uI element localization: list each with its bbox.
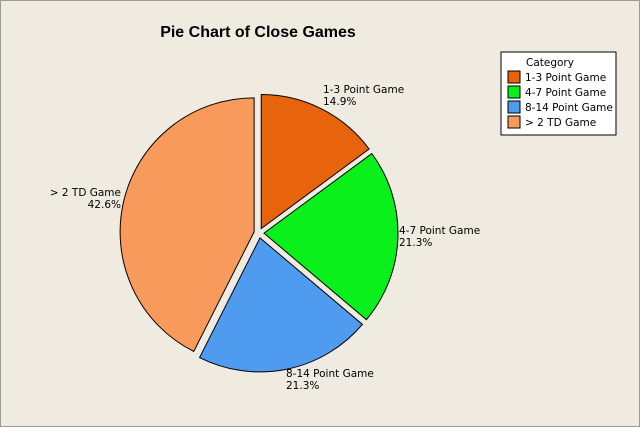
legend-swatch-4: [507, 115, 521, 129]
pie-slice-2: [263, 152, 399, 321]
legend-label-2: 4-7 Point Game: [525, 87, 606, 99]
legend-items: 1-3 Point Game 4-7 Point Game 8-14 Point G…: [507, 70, 613, 129]
legend: Category 1-3 Point Game 4-7 Point Game 8-1…: [500, 51, 617, 136]
legend-label-3: 8-14 Point Game: [525, 102, 613, 114]
legend-swatch-2: [507, 85, 521, 99]
slice-label-4: > 2 TD Game: [50, 187, 121, 199]
pie-slice-1: [260, 94, 370, 230]
slice-percent-4: 42.6%: [88, 199, 121, 211]
pie-slice-4: [119, 97, 255, 353]
legend-label-4: > 2 TD Game: [525, 117, 596, 129]
legend-swatch-1: [507, 70, 521, 84]
legend-title: Category: [526, 57, 574, 69]
legend-label-1: 1-3 Point Game: [525, 72, 606, 84]
slice-percent-3: 21.3%: [286, 380, 319, 392]
chart-title: Pie Chart of Close Games: [160, 24, 356, 41]
pie-slice-3: [198, 237, 364, 373]
slice-label-2: 4-7 Point Game: [399, 225, 480, 237]
slice-label-1: 1-3 Point Game: [323, 84, 404, 96]
legend-swatch-3: [507, 100, 521, 114]
slice-percent-1: 14.9%: [323, 96, 356, 108]
slice-percent-2: 21.3%: [399, 237, 432, 249]
slice-label-3: 8-14 Point Game: [286, 368, 374, 380]
pie-slices: [119, 94, 399, 373]
